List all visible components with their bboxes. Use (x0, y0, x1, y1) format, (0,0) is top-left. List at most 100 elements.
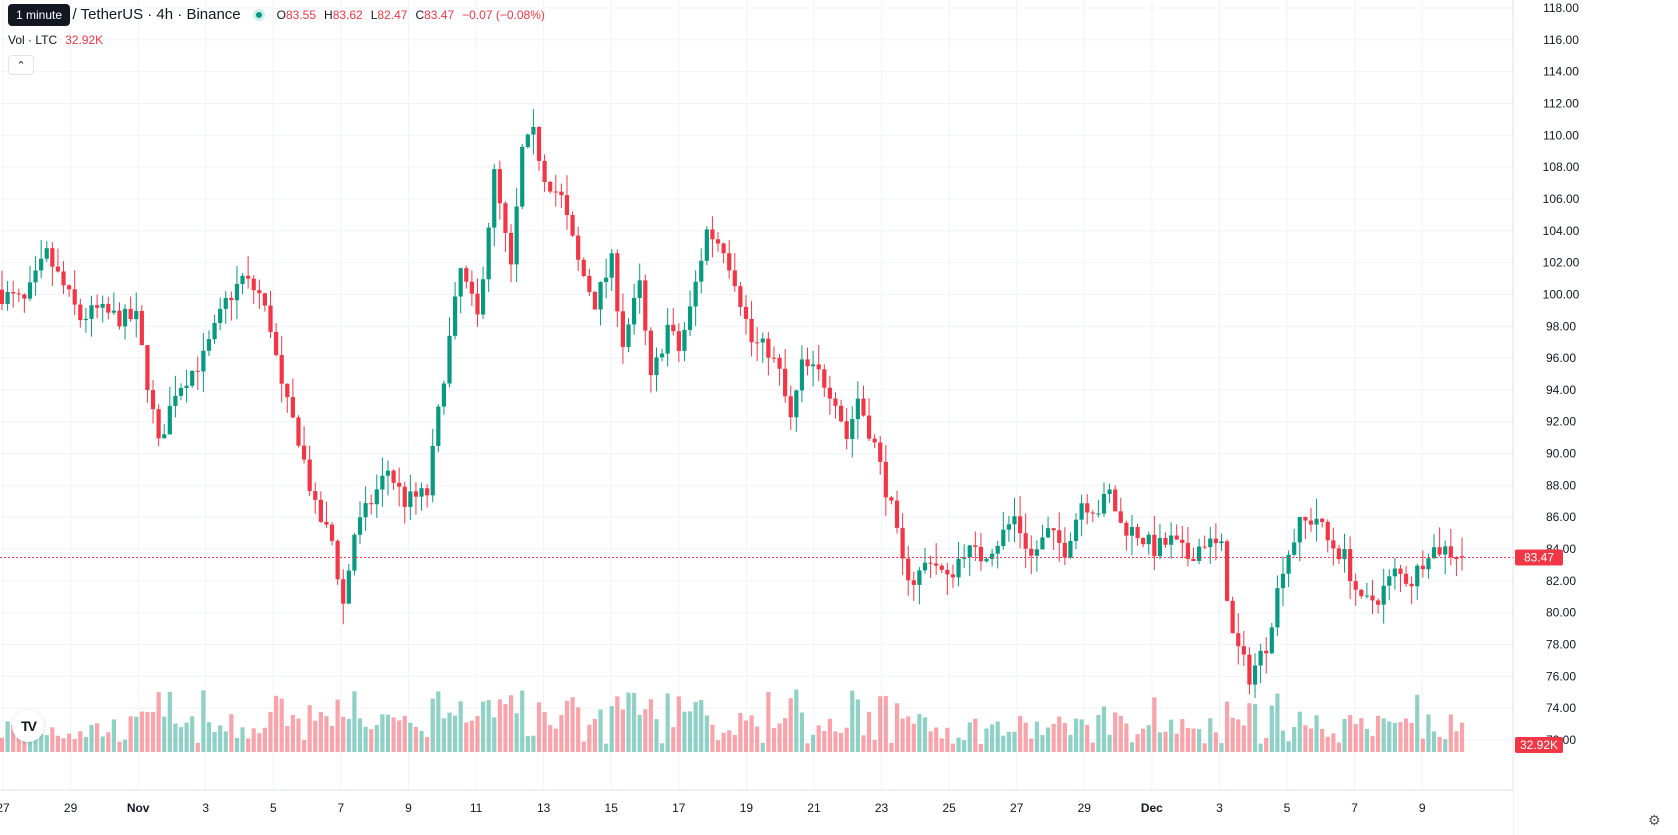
candle-body[interactable] (1415, 565, 1420, 587)
candle-body[interactable] (760, 338, 765, 343)
candle-body[interactable] (693, 281, 698, 307)
candle-body[interactable] (1370, 595, 1375, 601)
candle-body[interactable] (22, 294, 27, 299)
candle-body[interactable] (173, 395, 178, 406)
candle-body[interactable] (5, 292, 10, 304)
candle-body[interactable] (0, 289, 5, 304)
candle-body[interactable] (301, 445, 307, 460)
candle-body[interactable] (1269, 627, 1274, 654)
candle-body[interactable] (1409, 583, 1414, 587)
candle-body[interactable] (632, 297, 637, 325)
candle-body[interactable] (637, 280, 642, 298)
candle-body[interactable] (1029, 548, 1034, 556)
candle-body[interactable] (1107, 489, 1112, 494)
candle-body[interactable] (738, 286, 743, 307)
candle-body[interactable] (715, 239, 721, 244)
candle-body[interactable] (1443, 546, 1448, 555)
candle-body[interactable] (928, 562, 933, 564)
candle-body[interactable] (536, 126, 542, 161)
candle-body[interactable] (794, 390, 799, 418)
candle-body[interactable] (1286, 554, 1291, 574)
candle-body[interactable] (1012, 516, 1017, 525)
candle-body[interactable] (553, 191, 558, 193)
candle-body[interactable] (1252, 665, 1258, 685)
candle-body[interactable] (855, 398, 860, 420)
candle-body[interactable] (822, 369, 827, 388)
candle-body[interactable] (1359, 589, 1364, 597)
candle-body[interactable] (1264, 650, 1269, 654)
candle-body[interactable] (783, 368, 788, 397)
candle-body[interactable] (408, 491, 413, 507)
candle-body[interactable] (598, 282, 603, 310)
candle-body[interactable] (1431, 547, 1437, 559)
candle-body[interactable] (1090, 512, 1095, 514)
candle-body[interactable] (1085, 503, 1090, 513)
candle-body[interactable] (447, 335, 452, 384)
candle-body[interactable] (1191, 558, 1196, 561)
candle-body[interactable] (72, 289, 77, 305)
candle-body[interactable] (402, 486, 407, 507)
candle-body[interactable] (866, 415, 872, 439)
candle-body[interactable] (1403, 573, 1409, 584)
candle-body[interactable] (699, 260, 704, 282)
candle-body[interactable] (1342, 549, 1347, 560)
candle-body[interactable] (587, 275, 592, 292)
candle-body[interactable] (290, 397, 295, 418)
candle-body[interactable] (1224, 541, 1230, 601)
candle-body[interactable] (1017, 516, 1023, 534)
candle-body[interactable] (799, 359, 805, 391)
collapse-legend-button[interactable]: ⌃ (8, 55, 34, 75)
candle-body[interactable] (419, 488, 424, 497)
candle-body[interactable] (1174, 535, 1179, 540)
candle-body[interactable] (436, 406, 441, 446)
candle-body[interactable] (967, 545, 972, 558)
candle-body[interactable] (318, 499, 323, 522)
candle-body[interactable] (1247, 654, 1252, 685)
symbol-title[interactable]: n / TetherUS · 4h · Binance (60, 6, 241, 23)
candle-body[interactable] (861, 398, 866, 416)
candle-body[interactable] (682, 329, 687, 351)
candle-body[interactable] (50, 248, 55, 267)
candle-body[interactable] (1202, 546, 1207, 548)
candle-body[interactable] (178, 388, 184, 396)
candle-body[interactable] (922, 562, 928, 571)
candle-body[interactable] (145, 345, 150, 391)
candle-body[interactable] (687, 306, 693, 330)
candle-body[interactable] (27, 282, 33, 299)
candle-body[interactable] (950, 574, 956, 578)
candle-body[interactable] (1006, 524, 1011, 530)
candle-body[interactable] (486, 227, 491, 280)
candle-body[interactable] (262, 293, 268, 306)
candle-body[interactable] (1079, 503, 1084, 520)
candle-body[interactable] (1331, 540, 1336, 549)
candle-body[interactable] (1101, 493, 1107, 514)
candle-body[interactable] (1057, 530, 1062, 543)
candle-body[interactable] (397, 482, 402, 487)
candle-body[interactable] (497, 169, 502, 204)
candle-body[interactable] (78, 304, 83, 321)
candle-body[interactable] (508, 232, 514, 265)
candle-body[interactable] (755, 342, 760, 344)
candle-body[interactable] (329, 524, 335, 541)
candle-body[interactable] (374, 489, 379, 505)
candle-body[interactable] (743, 306, 749, 319)
candle-body[interactable] (648, 330, 653, 376)
candle-body[interactable] (609, 253, 614, 278)
candle-body[interactable] (257, 290, 262, 294)
candle-body[interactable] (229, 297, 234, 301)
candle-body[interactable] (564, 195, 570, 216)
tradingview-logo[interactable]: TV (12, 710, 44, 742)
candle-body[interactable] (106, 303, 111, 313)
candle-body[interactable] (307, 459, 312, 492)
candle-body[interactable] (458, 268, 463, 297)
candle-body[interactable] (721, 243, 726, 254)
candle-body[interactable] (1241, 646, 1246, 655)
candle-body[interactable] (1129, 527, 1135, 536)
candle-body[interactable] (1073, 519, 1079, 541)
candle-body[interactable] (425, 488, 430, 496)
candle-body[interactable] (850, 419, 855, 439)
candle-body[interactable] (346, 570, 351, 604)
candle-body[interactable] (162, 434, 167, 439)
candle-body[interactable] (1325, 521, 1330, 541)
candle-body[interactable] (413, 491, 419, 497)
